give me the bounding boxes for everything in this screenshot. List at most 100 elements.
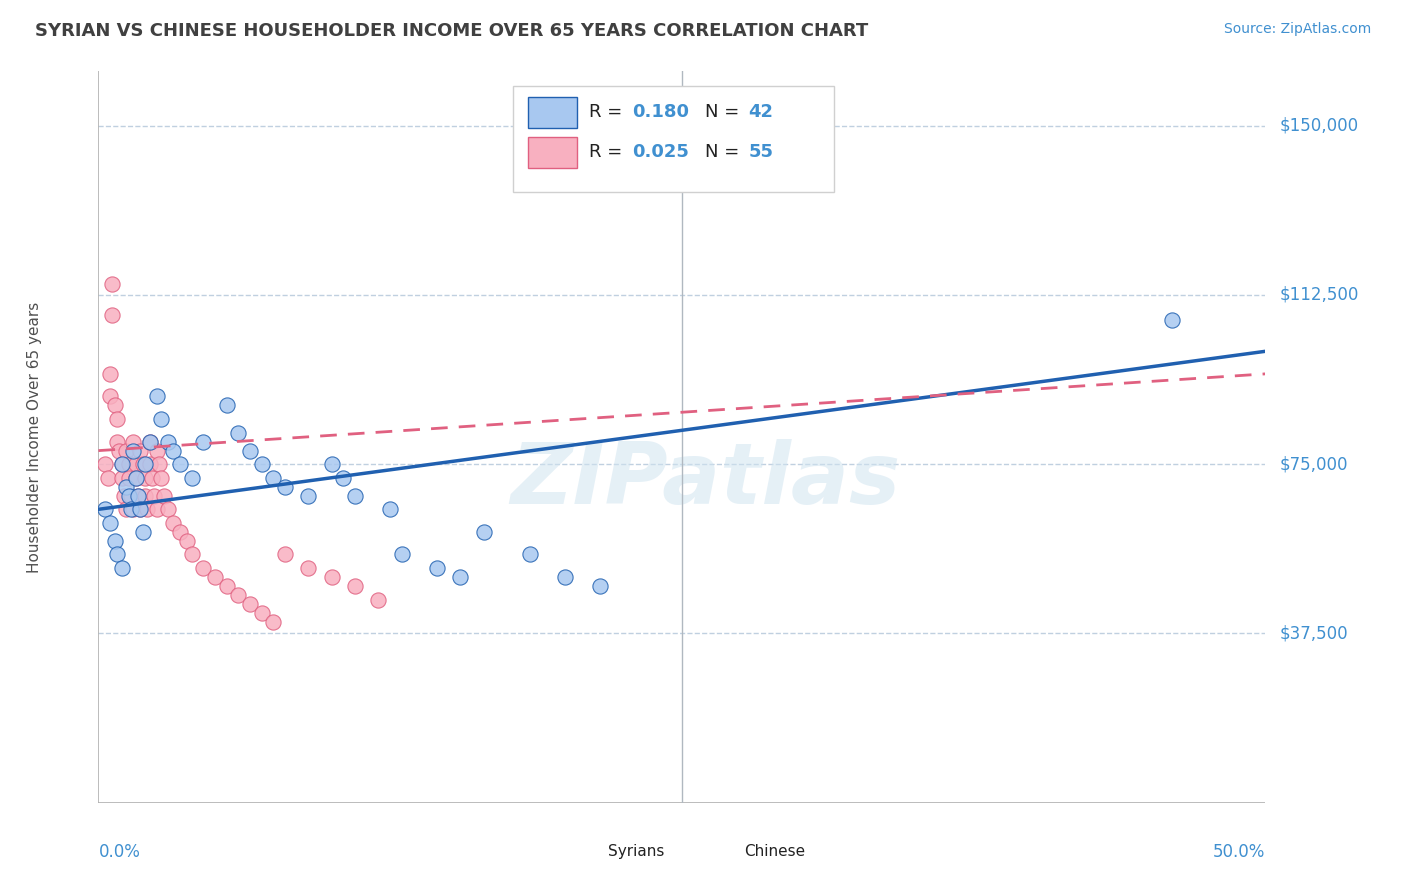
FancyBboxPatch shape [513, 86, 834, 192]
Point [332, 471, 354, 485]
Point [157, 434, 180, 449]
Point [125, 471, 148, 485]
Point [118, 489, 141, 503]
Point [472, 524, 495, 539]
Text: SYRIAN VS CHINESE HOUSEHOLDER INCOME OVER 65 YEARS CORRELATION CHART: SYRIAN VS CHINESE HOUSEHOLDER INCOME OVE… [35, 22, 869, 40]
Point [344, 579, 367, 593]
Point [204, 570, 226, 584]
FancyBboxPatch shape [703, 839, 741, 863]
Point [152, 489, 174, 503]
FancyBboxPatch shape [568, 839, 606, 863]
Point [125, 457, 148, 471]
Point [105, 412, 128, 426]
Point [367, 592, 389, 607]
Point [115, 502, 138, 516]
Point [380, 502, 402, 516]
Point [139, 434, 162, 449]
Point [180, 548, 202, 562]
Point [157, 502, 180, 516]
Point [391, 548, 413, 562]
Point [297, 561, 319, 575]
Text: R =: R = [589, 143, 627, 161]
Point [134, 457, 156, 471]
Point [132, 457, 155, 471]
Text: ZIPatlas: ZIPatlas [510, 440, 900, 523]
Point [228, 588, 250, 602]
Point [136, 502, 159, 516]
Point [150, 471, 173, 485]
Point [215, 579, 238, 593]
Point [101, 308, 124, 322]
Point [193, 561, 215, 575]
Point [108, 443, 131, 458]
Point [115, 480, 138, 494]
FancyBboxPatch shape [527, 137, 576, 168]
Point [120, 489, 142, 503]
FancyBboxPatch shape [527, 97, 576, 128]
Point [139, 434, 162, 449]
Point [169, 524, 191, 539]
Point [426, 561, 449, 575]
Text: 0.0%: 0.0% [98, 843, 141, 861]
Point [150, 412, 173, 426]
Point [193, 434, 215, 449]
Point [344, 489, 367, 503]
Point [169, 457, 191, 471]
Text: Source: ZipAtlas.com: Source: ZipAtlas.com [1223, 22, 1371, 37]
Point [274, 480, 297, 494]
Text: Syrians: Syrians [609, 845, 665, 859]
Point [146, 389, 169, 403]
Point [250, 457, 273, 471]
Point [118, 471, 141, 485]
Text: Householder Income Over 65 years: Householder Income Over 65 years [27, 301, 42, 573]
Point [239, 443, 262, 458]
Point [94, 457, 117, 471]
Point [111, 471, 134, 485]
Point [129, 502, 152, 516]
Point [148, 457, 170, 471]
Text: 0.025: 0.025 [631, 143, 689, 161]
Point [143, 489, 166, 503]
Point [101, 277, 124, 291]
Text: 0.180: 0.180 [631, 103, 689, 120]
Point [122, 502, 145, 516]
Point [215, 399, 238, 413]
Point [111, 457, 134, 471]
Point [162, 516, 184, 530]
Text: N =: N = [706, 103, 745, 120]
Text: N =: N = [706, 143, 745, 161]
Point [127, 489, 149, 503]
Point [129, 502, 152, 516]
Point [104, 533, 127, 548]
Point [97, 471, 120, 485]
Point [228, 425, 250, 440]
Point [134, 471, 156, 485]
Text: $150,000: $150,000 [1279, 117, 1358, 135]
Point [321, 457, 343, 471]
Point [519, 548, 541, 562]
Point [111, 457, 134, 471]
Point [125, 471, 148, 485]
Point [321, 570, 343, 584]
Point [141, 471, 163, 485]
Point [449, 570, 471, 584]
Text: Chinese: Chinese [744, 845, 804, 859]
Point [554, 570, 576, 584]
Point [115, 443, 138, 458]
Point [589, 579, 612, 593]
Text: 55: 55 [748, 143, 773, 161]
Point [129, 443, 152, 458]
Text: 50.0%: 50.0% [1213, 843, 1265, 861]
Point [297, 489, 319, 503]
Point [146, 502, 169, 516]
Point [105, 548, 128, 562]
Point [98, 516, 121, 530]
Point [262, 471, 284, 485]
Point [239, 597, 262, 611]
Point [94, 502, 117, 516]
Point [162, 443, 184, 458]
Point [118, 457, 141, 471]
Text: $75,000: $75,000 [1279, 455, 1348, 473]
Point [262, 615, 284, 630]
Point [122, 434, 145, 449]
